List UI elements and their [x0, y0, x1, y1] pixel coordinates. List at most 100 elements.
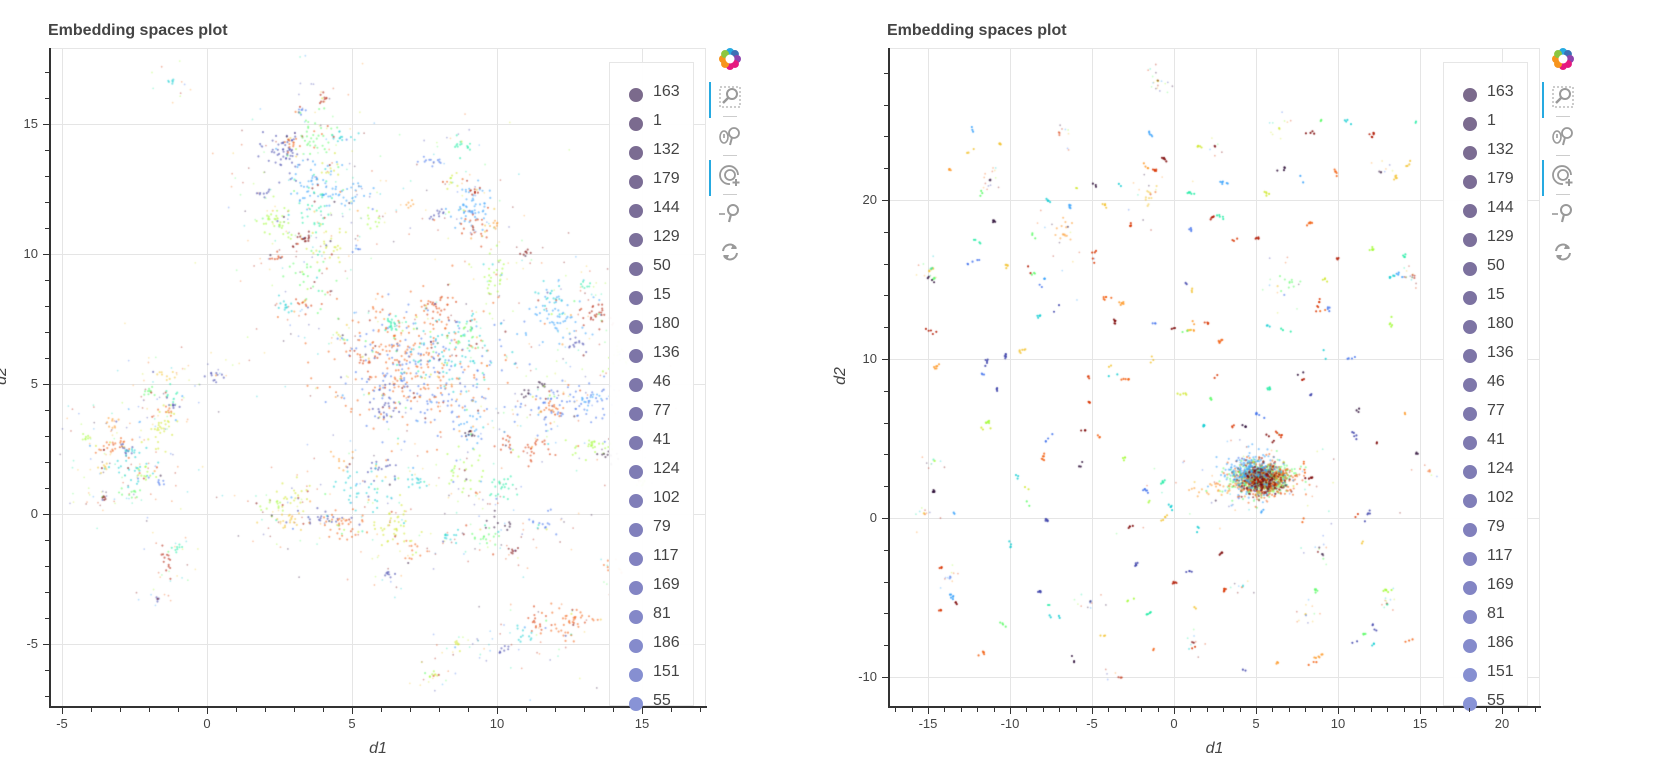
legend-item-46[interactable]: 46: [1444, 370, 1527, 399]
x-minor-tick: [1240, 708, 1241, 712]
reset-button[interactable]: [1548, 237, 1578, 267]
x-minor-tick: [1469, 708, 1470, 712]
y-tick-label: 10: [862, 351, 877, 366]
y-minor-tick: [884, 613, 888, 614]
legend-item-186[interactable]: 186: [610, 631, 693, 660]
legend-label: 144: [653, 199, 680, 216]
x-tick-label: 15: [1412, 716, 1428, 731]
legend-item-79[interactable]: 79: [1444, 515, 1527, 544]
wheel-zoom-x-button[interactable]: [715, 121, 745, 151]
legend-item-81[interactable]: 81: [1444, 602, 1527, 631]
legend-label: 186: [653, 634, 680, 651]
x-minor-tick: [584, 708, 585, 712]
box-zoom-button[interactable]: [709, 82, 745, 118]
legend-item-102[interactable]: 102: [610, 486, 693, 515]
y-minor-tick: [45, 436, 49, 437]
legend-item-50[interactable]: 50: [610, 254, 693, 283]
legend-item-1[interactable]: 1: [610, 109, 693, 138]
legend-item-81[interactable]: 81: [610, 602, 693, 631]
legend-label: 15: [1487, 286, 1505, 303]
legend-item-169[interactable]: 169: [1444, 573, 1527, 602]
legend-swatch: [629, 697, 643, 711]
scatter-canvas[interactable]: [889, 48, 1540, 706]
y-major-tick: [43, 254, 49, 255]
legend-item-179[interactable]: 179: [610, 167, 693, 196]
legend-swatch: [629, 610, 643, 624]
x-tick-label: -5: [1086, 716, 1098, 731]
box-zoom-button[interactable]: [1542, 82, 1578, 118]
legend-item-50[interactable]: 50: [1444, 254, 1527, 283]
y-minor-tick: [45, 176, 49, 177]
reset-button[interactable]: [715, 237, 745, 267]
legend-label: 81: [653, 605, 671, 622]
legend-swatch: [1463, 262, 1477, 276]
zoom-out-button[interactable]: [715, 199, 745, 229]
legend-item-79[interactable]: 79: [610, 515, 693, 544]
legend-swatch: [1463, 465, 1477, 479]
x-minor-tick: [149, 708, 150, 712]
legend-item-132[interactable]: 132: [610, 138, 693, 167]
legend-label: 180: [653, 315, 680, 332]
legend-item-55[interactable]: 55: [1444, 689, 1527, 718]
legend-item-151[interactable]: 151: [1444, 660, 1527, 689]
legend-item-136[interactable]: 136: [610, 341, 693, 370]
legend-item-124[interactable]: 124: [610, 457, 693, 486]
y-minor-tick: [45, 566, 49, 567]
legend-item-15[interactable]: 15: [1444, 283, 1527, 312]
y-minor-tick: [884, 391, 888, 392]
legend-item-151[interactable]: 151: [610, 660, 693, 689]
legend-label: 180: [1487, 315, 1514, 332]
x-minor-tick: [265, 708, 266, 712]
legend-item-163[interactable]: 163: [1444, 80, 1527, 109]
legend-item-163[interactable]: 163: [610, 80, 693, 109]
legend-item-129[interactable]: 129: [610, 225, 693, 254]
legend-swatch: [1463, 349, 1477, 363]
y-axis-line: [49, 48, 51, 707]
x-minor-tick: [294, 708, 295, 712]
legend-item-124[interactable]: 124: [1444, 457, 1527, 486]
legend-item-179[interactable]: 179: [1444, 167, 1527, 196]
legend-label: 151: [653, 663, 680, 680]
legend-label: 179: [653, 170, 680, 187]
zoom-out-button[interactable]: [1548, 199, 1578, 229]
legend-label: 102: [653, 489, 680, 506]
x-minor-tick: [1322, 708, 1323, 712]
legend-item-132[interactable]: 132: [1444, 138, 1527, 167]
zoom-in-button[interactable]: [1542, 160, 1578, 196]
x-minor-tick: [671, 708, 672, 712]
legend-label: 102: [1487, 489, 1514, 506]
legend-label: 41: [653, 431, 671, 448]
legend-item-15[interactable]: 15: [610, 283, 693, 312]
x-minor-tick: [236, 708, 237, 712]
legend-item-117[interactable]: 117: [1444, 544, 1527, 573]
scatter-canvas[interactable]: [50, 48, 706, 706]
legend-item-129[interactable]: 129: [1444, 225, 1527, 254]
legend-item-169[interactable]: 169: [610, 573, 693, 602]
legend-label: 136: [1487, 344, 1514, 361]
y-tick-label: 15: [23, 116, 38, 131]
legend-item-144[interactable]: 144: [610, 196, 693, 225]
x-minor-tick: [1535, 708, 1536, 712]
y-tick-label: -5: [26, 636, 38, 651]
legend-item-136[interactable]: 136: [1444, 341, 1527, 370]
x-minor-tick: [1272, 708, 1273, 712]
legend-label: 132: [653, 141, 680, 158]
wheel-zoom-x-button[interactable]: [1548, 121, 1578, 151]
legend-item-41[interactable]: 41: [610, 428, 693, 457]
legend-label: 136: [653, 344, 680, 361]
zoom-in-button[interactable]: [709, 160, 745, 196]
legend-item-102[interactable]: 102: [1444, 486, 1527, 515]
legend-item-55[interactable]: 55: [610, 689, 693, 718]
legend-item-77[interactable]: 77: [1444, 399, 1527, 428]
legend-item-41[interactable]: 41: [1444, 428, 1527, 457]
legend-item-180[interactable]: 180: [610, 312, 693, 341]
legend-item-77[interactable]: 77: [610, 399, 693, 428]
legend-item-186[interactable]: 186: [1444, 631, 1527, 660]
legend-item-117[interactable]: 117: [610, 544, 693, 573]
legend-item-1[interactable]: 1: [1444, 109, 1527, 138]
legend-item-180[interactable]: 180: [1444, 312, 1527, 341]
toolbar: [709, 44, 745, 267]
legend-item-144[interactable]: 144: [1444, 196, 1527, 225]
legend-item-46[interactable]: 46: [610, 370, 693, 399]
x-minor-tick: [555, 708, 556, 712]
